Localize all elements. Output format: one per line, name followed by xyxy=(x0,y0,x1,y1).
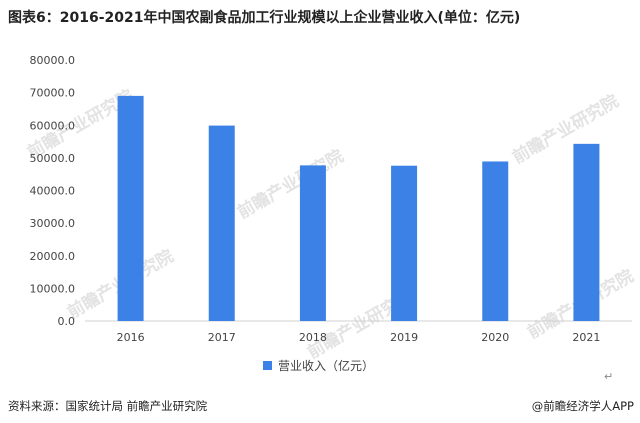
y-tick-label: 50000.0 xyxy=(30,152,76,165)
x-tick-label: 2017 xyxy=(208,331,236,344)
x-tick-label: 2021 xyxy=(572,331,600,344)
return-mark: ↵ xyxy=(604,370,614,383)
x-tick-label: 2016 xyxy=(117,331,145,344)
chart-title: 图表6：2016-2021年中国农副食品加工行业规模以上企业营业收入(单位：亿元… xyxy=(8,10,521,26)
bar-2016 xyxy=(117,95,144,321)
bar-2021 xyxy=(573,143,600,321)
y-tick-label: 30000.0 xyxy=(30,217,76,230)
legend-swatch xyxy=(263,361,272,370)
legend-label: 营业收入（亿元） xyxy=(278,359,375,373)
source-note: 资料来源：国家统计局 前瞻产业研究院 xyxy=(8,399,208,413)
y-tick-label: 10000.0 xyxy=(30,282,76,295)
y-tick-label: 70000.0 xyxy=(30,87,76,100)
bar-2019 xyxy=(391,165,418,321)
y-tick-label: 20000.0 xyxy=(30,250,76,263)
legend: 营业收入（亿元） xyxy=(263,357,374,374)
x-tick-label: 2019 xyxy=(390,331,418,344)
bar-2018 xyxy=(299,165,326,321)
credit-note: @前瞻经济学人APP xyxy=(531,399,634,413)
y-tick-label: 40000.0 xyxy=(30,185,76,198)
x-tick-label: 2020 xyxy=(481,331,509,344)
y-tick-label: 0.0 xyxy=(58,315,76,328)
y-tick-label: 80000.0 xyxy=(30,54,76,67)
bar-2017 xyxy=(208,125,235,321)
y-tick-label: 60000.0 xyxy=(30,119,76,132)
bar-2020 xyxy=(482,161,509,321)
x-tick-label: 2018 xyxy=(299,331,327,344)
